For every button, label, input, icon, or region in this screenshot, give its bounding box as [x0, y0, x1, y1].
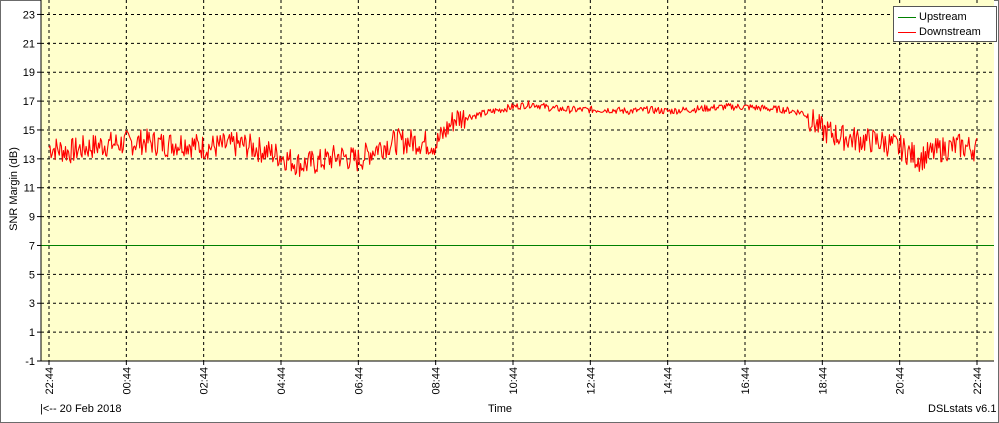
y-tick-label: 11	[24, 183, 35, 195]
x-tick-label: 12:44	[585, 367, 597, 395]
y-tick-label: 3	[29, 298, 35, 310]
legend: Upstream Downstream	[893, 6, 997, 42]
x-tick-label: 02:44	[199, 367, 211, 395]
x-tick-label: 14:44	[663, 367, 675, 395]
x-tick-label: 18:44	[817, 367, 829, 395]
y-tick-label: 15	[23, 125, 35, 137]
x-axis-label: Time	[488, 403, 513, 415]
y-tick-label: 13	[23, 154, 35, 166]
y-tick-label: 17	[23, 96, 35, 108]
y-tick-label: 1	[29, 327, 35, 339]
x-tick-label: 08:44	[431, 367, 443, 395]
y-axis-label: SNR Margin (dB)	[7, 147, 20, 231]
x-tick-label: 06:44	[353, 367, 365, 395]
x-tick-label: 00:44	[121, 367, 133, 395]
y-tick-label: 19	[23, 67, 35, 79]
x-tick-label: 22:44	[44, 367, 56, 395]
y-tick-label: 21	[23, 38, 35, 50]
x-tick-label: 16:44	[740, 367, 752, 395]
series-line-downstream	[48, 100, 978, 178]
y-tick-label: 7	[29, 240, 35, 252]
legend-item-downstream: Downstream	[898, 25, 981, 39]
plot-area	[41, 0, 994, 361]
x-tick-label: 20:44	[895, 367, 907, 395]
x-tick-label: 10:44	[508, 367, 520, 395]
app-version-label: DSLstats v6.1	[928, 403, 997, 415]
date-range-label: |<-- 20 Feb 2018	[40, 403, 122, 415]
legend-swatch-downstream	[898, 31, 916, 33]
y-tick-label: -1	[25, 356, 35, 368]
legend-item-upstream: Upstream	[898, 10, 967, 24]
x-tick-label: 04:44	[276, 367, 288, 395]
legend-label-upstream: Upstream	[919, 11, 967, 23]
legend-label-downstream: Downstream	[919, 26, 981, 38]
y-tick-label: 23	[23, 9, 35, 21]
y-tick-label: 9	[29, 212, 35, 224]
y-tick-label: 5	[29, 269, 35, 281]
x-tick-label: 22:44	[972, 367, 984, 395]
legend-swatch-upstream	[898, 16, 916, 18]
